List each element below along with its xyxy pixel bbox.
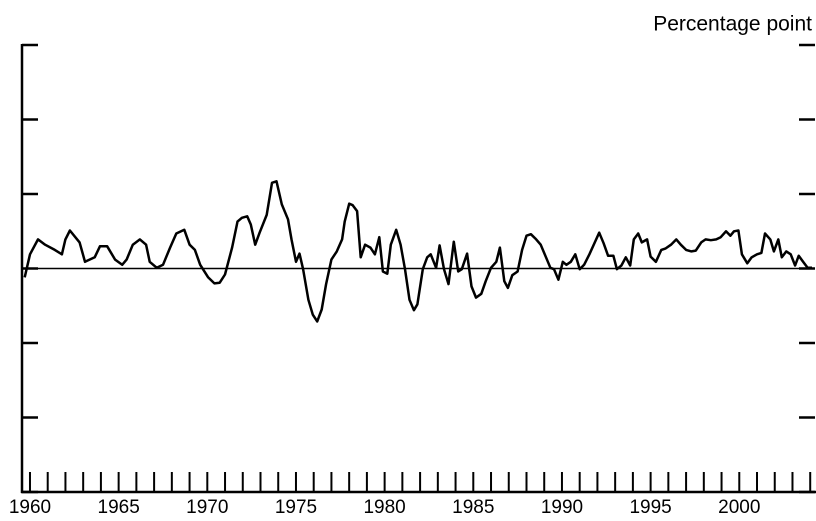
x-tick-label: 1980: [363, 497, 405, 518]
x-tick-label: 1990: [541, 497, 583, 518]
x-tick-label: 1975: [275, 497, 317, 518]
x-tick-label: 1985: [452, 497, 494, 518]
x-tick-label: 1960: [9, 497, 51, 518]
x-tick-label: 1965: [98, 497, 140, 518]
x-tick-label: 1995: [629, 497, 671, 518]
x-tick-label: 2000: [718, 497, 760, 518]
x-tick-label: 1970: [186, 497, 228, 518]
y-axis-label: Percentage point: [653, 13, 812, 36]
data-line: [23, 180, 812, 323]
